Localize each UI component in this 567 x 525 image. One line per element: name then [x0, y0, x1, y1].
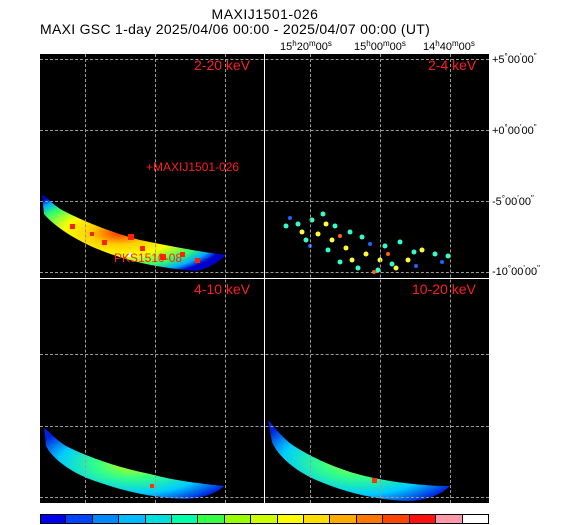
panel-label-2-20-kev: 2-20 keV: [194, 57, 251, 73]
ra-tick-label: 15h20m00s: [280, 39, 332, 53]
panel-label-4-10-kev: 4-10 keV: [194, 281, 251, 297]
panel-label-2-4-kev: 2-4 keV: [428, 57, 477, 73]
ra-tick-label: 14h40m00s: [423, 39, 475, 53]
sky-map: 2-20 keV 2-4 keV 4-10 keV 10-20 keV +MAX…: [40, 54, 489, 503]
color-scale-segment: [224, 514, 252, 524]
dec-tick-label: -5°00'00": [492, 194, 534, 208]
dec-tick-label: +0°00'00": [492, 123, 537, 137]
color-scale-segment: [119, 514, 146, 524]
dec-tick-label: +5°00'00": [492, 52, 537, 66]
color-scale-segment: [145, 514, 173, 524]
map-title: MAXIJ1501-026: [211, 6, 319, 22]
panel-2-4-kev-image: [283, 211, 451, 274]
color-scale-segment: [356, 514, 384, 524]
color-scale-segment: [198, 514, 225, 524]
source-label-pks1510-08: PKS1510-08: [114, 251, 183, 265]
color-scale-bar: [40, 514, 489, 524]
color-scale-segment: [172, 514, 199, 524]
color-scale-segment: [277, 514, 305, 524]
color-scale-segment: [92, 514, 120, 524]
source-label-maxij1501-026: +MAXIJ1501-026: [146, 160, 240, 174]
color-scale-segment: [40, 514, 67, 524]
color-scale-segment: [436, 514, 463, 524]
color-scale-segment: [409, 514, 437, 524]
ra-tick-label: 15h00m00s: [354, 39, 406, 53]
color-scale-segment: [330, 514, 357, 524]
color-scale-segment: [304, 514, 331, 524]
panel-label-10-20-kev: 10-20 keV: [412, 281, 476, 297]
map-subtitle: MAXI GSC 1-day 2025/04/06 00:00 - 2025/0…: [40, 21, 431, 37]
color-scale-segment: [251, 514, 278, 524]
color-scale-segment: [383, 514, 410, 524]
color-scale-segment: [66, 514, 93, 524]
panel-4-10-kev-image: [44, 428, 224, 499]
panel-divider-horizontal: [40, 278, 489, 279]
panel-2-20-kev-image: [42, 195, 451, 501]
color-scale-segment: [462, 514, 489, 524]
dec-tick-label: -10°00'00": [492, 264, 540, 278]
panel-10-20-kev-image: [268, 420, 450, 501]
